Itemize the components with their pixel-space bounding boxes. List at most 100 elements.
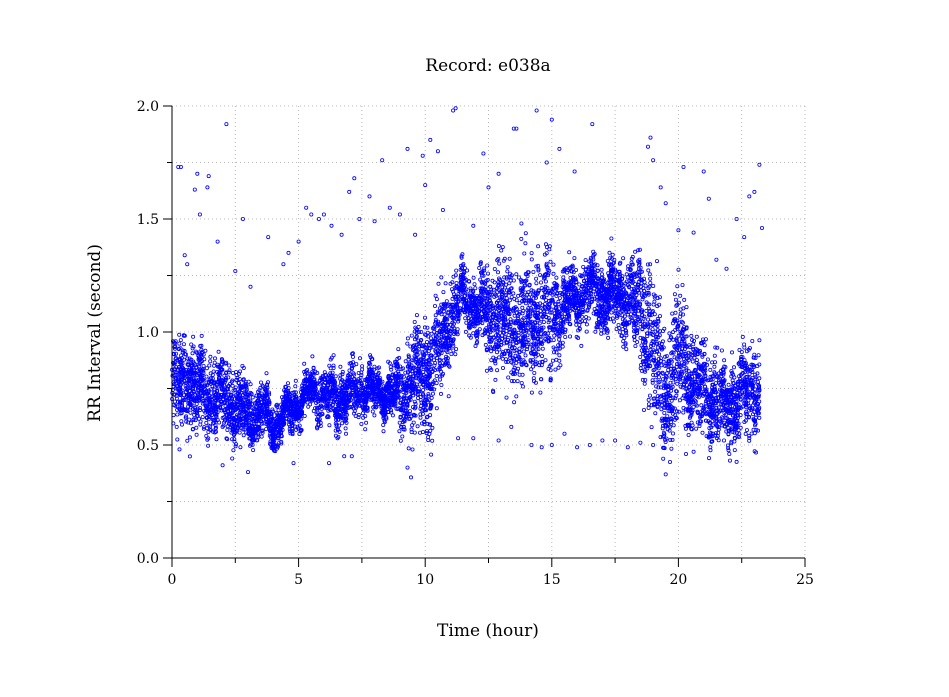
data-point [557,353,562,358]
data-point [201,363,206,368]
data-point [534,342,539,347]
data-point [574,319,579,324]
data-point [412,430,417,435]
data-point [567,250,572,255]
data-point [436,281,441,286]
data-point [645,262,650,267]
data-point [381,422,386,427]
data-point [529,251,534,256]
data-point [756,353,761,358]
data-point [410,358,415,363]
data-point [442,312,447,317]
data-point [742,342,747,347]
data-point [522,251,527,256]
data-point [473,286,478,291]
data-point [610,252,615,257]
data-point [523,241,528,246]
data-point [662,410,667,415]
data-point [611,319,616,324]
data-point [648,393,653,398]
data-point [675,381,680,386]
data-point [517,346,522,351]
data-point [594,325,599,330]
data-point [530,346,535,351]
data-point [177,341,182,346]
data-point [462,293,467,298]
data-point [495,368,500,373]
data-point [671,423,676,428]
data-point [472,282,477,287]
data-point [554,275,559,280]
data-point [632,329,637,334]
data-point [655,399,660,404]
data-point [397,429,402,434]
data-point [638,354,643,359]
data-point [433,293,438,298]
data-point [587,295,592,300]
data-point [742,345,747,350]
data-point [657,375,662,380]
data-point [234,377,239,382]
data-point [719,348,724,353]
data-point [732,439,737,444]
data-point [609,310,614,315]
data-point [689,333,694,338]
data-point [653,411,658,416]
data-point [529,288,534,293]
data-point [250,395,255,400]
data-point [227,363,232,368]
data-point [421,369,426,374]
data-point [500,356,505,361]
data-point [531,269,536,274]
data-point [671,431,676,436]
data-point [360,364,365,369]
data-point [646,397,651,402]
data-point [216,384,221,389]
data-point [422,315,427,320]
data-point [333,374,338,379]
data-point [178,338,183,343]
data-point [206,443,211,448]
data-point [406,353,411,358]
data-point [651,283,656,288]
data-point [489,367,494,372]
data-point [682,297,687,302]
data-point [204,420,209,425]
data-point [521,349,526,354]
data-point [421,387,426,392]
data-point [231,448,236,453]
data-point [607,250,612,255]
data-point [675,284,680,289]
data-point [264,371,269,376]
data-point [654,384,659,389]
data-point [373,380,378,385]
data-point [507,256,512,261]
data-point [187,435,192,440]
data-point [496,243,501,248]
data-point [232,437,237,442]
data-point [184,419,189,424]
data-point [612,260,617,265]
data-point [753,377,758,382]
data-point [433,348,438,353]
data-point [434,381,439,386]
data-point [584,329,589,334]
data-point [734,459,739,464]
data-point [208,354,213,359]
data-point [523,283,528,288]
data-point [673,297,678,302]
data-point [425,330,430,335]
data-point [454,268,459,273]
data-point [539,280,544,285]
data-point [434,373,439,378]
data-point [497,355,502,360]
data-point [356,415,361,420]
data-point [691,342,696,347]
data-point [541,320,546,325]
data-point [494,350,499,355]
data-point [516,275,521,280]
data-point [663,363,668,368]
data-point [463,316,468,321]
data-point [643,283,648,288]
data-point [529,367,534,372]
